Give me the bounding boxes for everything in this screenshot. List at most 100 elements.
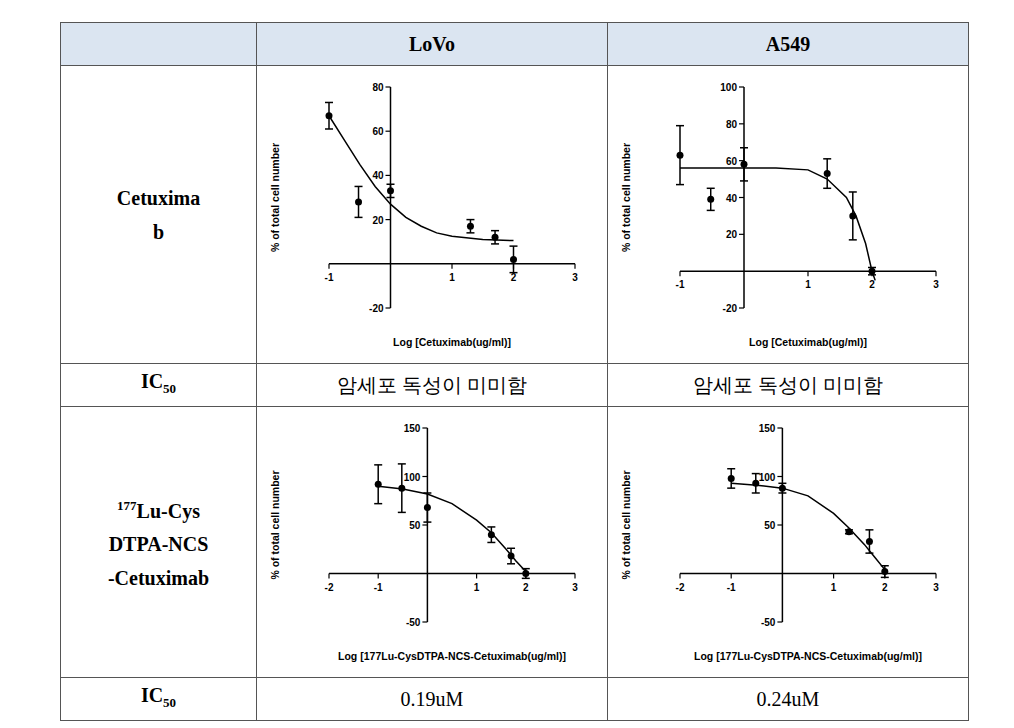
label-line-text: Lu-Cys bbox=[137, 499, 200, 521]
column-title: A549 bbox=[766, 33, 810, 55]
chart: -2-1123-5050100150Log [177Lu-CysDTPA-NCS… bbox=[618, 414, 958, 670]
y-axis-label: % of total cell number bbox=[269, 143, 281, 252]
x-tick bbox=[833, 574, 834, 579]
table-row: Cetuximab-1123-2020406080Log [Cetuximab(… bbox=[61, 66, 969, 364]
chart: -1123-2020406080Log [Cetuximab(ug/ml)]% … bbox=[267, 73, 597, 356]
table-row: IC50암세포 독성이 미미함암세포 독성이 미미함 bbox=[61, 364, 969, 407]
y-tick-label: 40 bbox=[372, 170, 384, 181]
ic50-cell: 암세포 독성이 미미함 bbox=[608, 364, 969, 407]
y-tick bbox=[386, 175, 391, 176]
row-label: Cetuxima b bbox=[61, 66, 257, 364]
y-axis-label: % of total cell number bbox=[620, 143, 632, 252]
x-tick bbox=[378, 574, 379, 579]
y-tick bbox=[739, 86, 744, 87]
x-tick-label: -1 bbox=[676, 279, 685, 290]
data-point bbox=[424, 504, 431, 511]
error-bar bbox=[740, 148, 748, 181]
row-label-text: IC50 bbox=[61, 678, 256, 720]
x-tick bbox=[574, 264, 575, 269]
error-bar bbox=[355, 186, 363, 217]
y-tick bbox=[386, 86, 391, 87]
header-cell: A549 bbox=[608, 23, 969, 66]
fit-curve bbox=[731, 483, 885, 569]
x-tick bbox=[807, 271, 808, 276]
y-tick bbox=[422, 524, 427, 525]
ic50-cell: 0.24uM bbox=[608, 678, 969, 721]
error-bar bbox=[487, 527, 495, 543]
data-point bbox=[866, 538, 873, 545]
data-point bbox=[677, 152, 684, 159]
data-point bbox=[387, 187, 394, 194]
data-point bbox=[326, 112, 333, 119]
label-line-text: -Cetuximab bbox=[108, 567, 209, 589]
ic50-value: 0.19uM bbox=[401, 688, 464, 710]
y-tick-label: 80 bbox=[726, 119, 738, 130]
y-tick bbox=[739, 234, 744, 235]
chart-cell: -2-1123-5050100150Log [177Lu-CysDTPA-NCS… bbox=[257, 407, 608, 678]
header-cell: LoVo bbox=[257, 23, 608, 66]
x-tick bbox=[574, 574, 575, 579]
y-tick-label: 20 bbox=[726, 229, 738, 240]
x-tick bbox=[328, 574, 329, 579]
x-tick-label: 3 bbox=[933, 582, 939, 593]
label-line: Cetuxima bbox=[61, 181, 256, 215]
x-tick-label: 3 bbox=[572, 582, 578, 593]
result-table: LoVo A549 Cetuxima b -1 1 2 3 -20 20 40 60 80 Log [Ce… bbox=[60, 22, 969, 721]
fit-curve bbox=[680, 168, 875, 280]
column-title: LoVo bbox=[409, 33, 455, 55]
plot-area bbox=[325, 102, 518, 272]
label-line: -Cetuximab bbox=[61, 561, 256, 595]
data-point bbox=[707, 196, 714, 203]
row-label-text: Cetuxima b bbox=[61, 181, 256, 249]
row-label-text: 177Lu-CysDTPA-NCS-Cetuximab bbox=[61, 489, 256, 596]
x-tick bbox=[935, 574, 936, 579]
x-tick bbox=[731, 574, 732, 579]
error-bar bbox=[881, 566, 889, 578]
x-axis bbox=[680, 573, 936, 575]
label-line-text: b bbox=[153, 221, 164, 243]
ic50-cell: 암세포 독성이 미미함 bbox=[257, 364, 608, 407]
label-line-text: Cetuxima bbox=[117, 187, 200, 209]
x-tick-label: -1 bbox=[374, 582, 383, 593]
y-tick bbox=[422, 476, 427, 477]
y-tick bbox=[739, 123, 744, 124]
plot-area bbox=[727, 469, 889, 578]
y-tick-label: 50 bbox=[409, 520, 421, 531]
error-bar bbox=[491, 231, 499, 244]
x-axis bbox=[329, 573, 575, 575]
row-label: IC50 bbox=[61, 678, 257, 721]
y-tick-label: 40 bbox=[726, 193, 738, 204]
y-tick-label: 80 bbox=[372, 82, 384, 93]
plot-area bbox=[676, 126, 876, 281]
y-tick bbox=[777, 621, 782, 622]
x-axis-label: Log [177Lu-CysDTPA-NCS-Cetuximab(ug/ml)] bbox=[338, 650, 566, 662]
x-tick-label: 2 bbox=[882, 582, 888, 593]
x-tick-label: 2 bbox=[869, 279, 875, 290]
x-tick bbox=[451, 264, 452, 269]
y-axis-label: % of total cell number bbox=[269, 470, 281, 579]
x-tick-label: -1 bbox=[325, 272, 334, 283]
fit-curve bbox=[378, 486, 526, 571]
y-tick bbox=[386, 219, 391, 220]
x-tick-label: -2 bbox=[325, 582, 334, 593]
y-tick-label: 150 bbox=[404, 423, 421, 434]
x-axis-label: Log [Cetuximab(ug/ml)] bbox=[749, 336, 867, 348]
data-point bbox=[728, 475, 735, 482]
error-bar bbox=[423, 493, 431, 522]
label-line-text: DTPA-NCS bbox=[109, 533, 209, 555]
y-tick-label: -20 bbox=[369, 303, 384, 314]
data-point bbox=[467, 223, 474, 230]
header-row: LoVo A549 bbox=[61, 23, 969, 66]
error-bar bbox=[752, 474, 760, 493]
label-text: IC bbox=[141, 370, 163, 392]
x-tick-label: 1 bbox=[805, 279, 811, 290]
x-tick-label: 1 bbox=[449, 272, 455, 283]
error-bar bbox=[727, 469, 735, 488]
y-tick-label: 60 bbox=[372, 126, 384, 137]
ic50-value: 암세포 독성이 미미함 bbox=[693, 374, 883, 396]
y-tick-label: 100 bbox=[720, 82, 737, 93]
ic50-value: 0.24uM bbox=[757, 688, 820, 710]
x-tick bbox=[679, 271, 680, 276]
y-tick bbox=[777, 476, 782, 477]
chart-cell: -1123-2020406080Log [Cetuximab(ug/ml)]% … bbox=[257, 66, 608, 364]
